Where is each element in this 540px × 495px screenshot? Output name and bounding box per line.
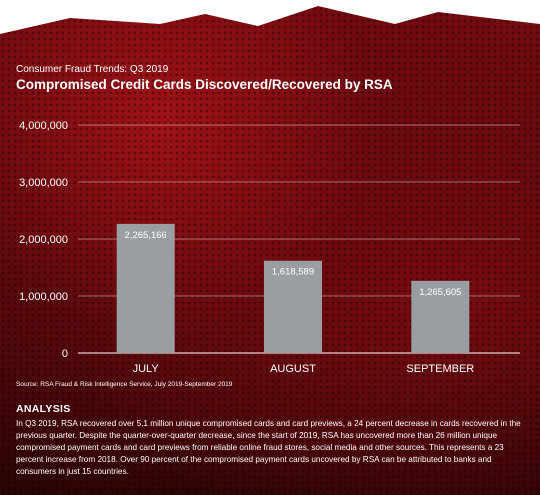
source-note: Source: RSA Fraud & Risk Intelligence Se… [16,381,233,388]
data-label: 2,265,166 [125,230,167,241]
chart-subtitle: Consumer Fraud Trends: Q3 2019 [16,64,169,75]
x-tick-label: JULY [133,363,160,375]
bar [411,280,470,353]
top-white-cutout [0,0,540,34]
x-tick-label: SEPTEMBER [406,363,474,375]
chart-title: Compromised Credit Cards Discovered/Reco… [16,77,393,92]
y-tick-label: 2,000,000 [19,234,68,246]
x-tick-label: AUGUST [270,363,316,375]
data-label: 1,265,605 [419,287,461,298]
analysis-body: In Q3 2019, RSA recovered over 5.1 milli… [16,419,521,476]
bar [116,223,175,353]
analysis-heading: ANALYSIS [16,403,71,415]
data-label: 1,618,589 [272,267,314,278]
y-tick-label: 1,000,000 [19,291,68,303]
bar-chart: 0 1,000,000 2,000,000 3,000,000 4,000,000 2,2… [19,120,520,375]
bar [264,260,322,353]
y-tick-label: 0 [62,348,68,360]
y-tick-label: 3,000,000 [19,177,68,189]
y-tick-label: 4,000,000 [19,120,68,132]
